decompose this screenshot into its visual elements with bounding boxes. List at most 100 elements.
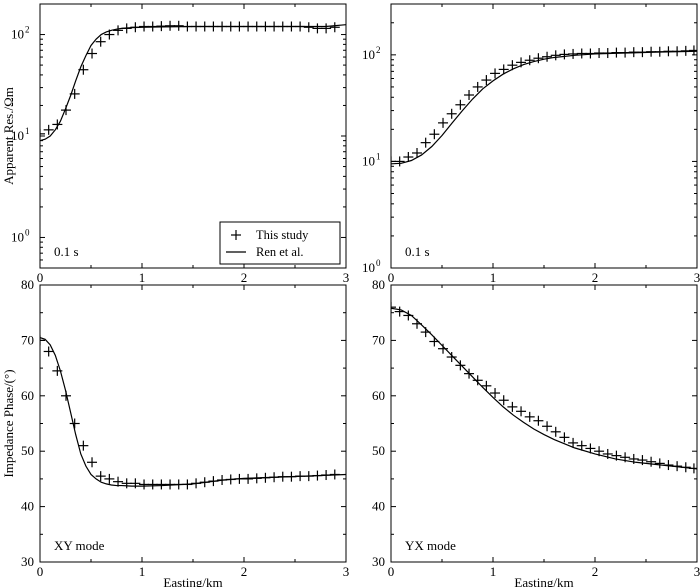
x-tick-label: 3 xyxy=(694,564,700,579)
series-line-ren-et-al xyxy=(40,337,346,487)
data-point-this-study xyxy=(438,117,449,128)
data-point-this-study xyxy=(303,22,314,33)
x-axis-label: Easting/km xyxy=(514,575,573,587)
data-point-this-study xyxy=(329,22,340,33)
data-point-this-study xyxy=(52,119,63,130)
data-point-this-study xyxy=(156,21,167,32)
legend-label: This study xyxy=(256,228,309,242)
panel-annotation: YX mode xyxy=(405,538,456,553)
y-tick-label: 50 xyxy=(372,443,385,458)
y-tick-label: 10 xyxy=(11,229,24,244)
data-point-this-study xyxy=(516,406,527,417)
data-point-this-study xyxy=(321,23,332,34)
data-point-this-study xyxy=(550,426,561,437)
y-tick-label: 60 xyxy=(21,388,34,403)
data-point-this-study xyxy=(43,124,54,135)
data-point-this-study xyxy=(139,21,150,32)
y-tick-label: 10 xyxy=(362,47,375,62)
x-tick-label: 1 xyxy=(139,270,146,285)
series-group xyxy=(40,335,346,490)
data-point-this-study xyxy=(113,25,124,36)
plot-frame xyxy=(39,284,347,563)
data-point-this-study xyxy=(455,99,466,110)
y-tick-exponent: 2 xyxy=(376,45,381,55)
y-tick-exponent: 1 xyxy=(376,151,381,161)
data-point-this-study xyxy=(420,137,431,148)
data-point-this-study xyxy=(104,473,115,484)
panel-annotation: 0.1 s xyxy=(54,244,79,259)
y-tick-label: 40 xyxy=(21,499,34,514)
y-tick-label: 10 xyxy=(11,27,24,42)
data-point-this-study xyxy=(156,479,167,490)
x-tick-label: 2 xyxy=(592,564,599,579)
panel-annotation: 0.1 s xyxy=(405,244,430,259)
panel-annotation: XY mode xyxy=(54,538,105,553)
series-group xyxy=(391,302,697,474)
y-tick-label: 10 xyxy=(362,260,375,275)
data-point-this-study xyxy=(585,443,596,454)
y-tick-label: 50 xyxy=(21,443,34,458)
x-tick-label: 0 xyxy=(388,564,395,579)
data-point-this-study xyxy=(69,418,80,429)
data-point-this-study xyxy=(498,64,509,75)
x-tick-label: 0 xyxy=(388,270,395,285)
x-tick-label: 3 xyxy=(343,270,350,285)
data-point-this-study xyxy=(542,421,553,432)
data-point-this-study xyxy=(576,440,587,451)
series-group xyxy=(391,45,697,167)
data-point-this-study xyxy=(312,23,323,34)
data-point-this-study xyxy=(40,335,45,346)
data-point-this-study xyxy=(559,49,570,60)
data-point-this-study xyxy=(576,48,587,59)
plot-frame xyxy=(390,3,698,269)
data-point-this-study xyxy=(498,395,509,406)
y-tick-label: 80 xyxy=(21,277,34,292)
data-point-this-study xyxy=(568,48,579,59)
y-tick-label: 60 xyxy=(372,388,385,403)
y-axis-label: Impedance Phase/(°) xyxy=(1,369,16,477)
data-point-this-study xyxy=(533,415,544,426)
data-point-this-study xyxy=(165,20,176,31)
data-point-this-study xyxy=(568,437,579,448)
y-tick-label: 30 xyxy=(372,554,385,569)
data-point-this-study xyxy=(646,456,657,467)
y-tick-label: 70 xyxy=(21,332,34,347)
x-tick-label: 2 xyxy=(592,270,599,285)
data-point-this-study xyxy=(87,457,98,468)
data-point-this-study xyxy=(611,47,622,58)
y-tick-label: 10 xyxy=(362,153,375,168)
data-point-this-study xyxy=(490,388,501,399)
data-point-this-study xyxy=(524,411,535,422)
data-point-this-study xyxy=(446,108,457,119)
series-group xyxy=(40,20,346,142)
data-point-this-study xyxy=(121,478,132,489)
data-point-this-study xyxy=(173,20,184,31)
x-tick-label: 2 xyxy=(241,564,248,579)
data-point-this-study xyxy=(550,50,561,61)
legend: This study Ren et al. xyxy=(219,221,341,265)
data-point-this-study xyxy=(446,352,457,363)
x-tick-label: 1 xyxy=(490,564,497,579)
panel-bottom-left: 0 1 2 3 30 40 50 60 70 80 XY mode Impedance Phase/(… xyxy=(1,277,349,587)
y-tick-label: 40 xyxy=(372,499,385,514)
x-tick-label: 0 xyxy=(37,270,44,285)
data-point-this-study xyxy=(429,129,440,140)
y-tick-exponent: 1 xyxy=(25,126,30,136)
y-tick-label: 10 xyxy=(11,128,24,143)
series-line-ren-et-al xyxy=(391,50,697,165)
data-point-this-study xyxy=(481,75,492,86)
x-tick-label: 1 xyxy=(490,270,497,285)
data-point-this-study xyxy=(524,55,535,66)
series-line-ren-et-al xyxy=(391,307,697,470)
data-point-this-study xyxy=(507,60,518,71)
series-line-ren-et-al xyxy=(40,24,346,142)
y-tick-exponent: 0 xyxy=(25,227,30,237)
data-point-this-study xyxy=(40,128,45,139)
data-point-this-study xyxy=(542,51,553,62)
data-point-this-study xyxy=(594,48,605,59)
x-axis-label: Easting/km xyxy=(163,575,222,587)
legend-marker-plus xyxy=(231,230,241,240)
x-tick-label: 3 xyxy=(343,564,350,579)
y-tick-label: 70 xyxy=(372,332,385,347)
